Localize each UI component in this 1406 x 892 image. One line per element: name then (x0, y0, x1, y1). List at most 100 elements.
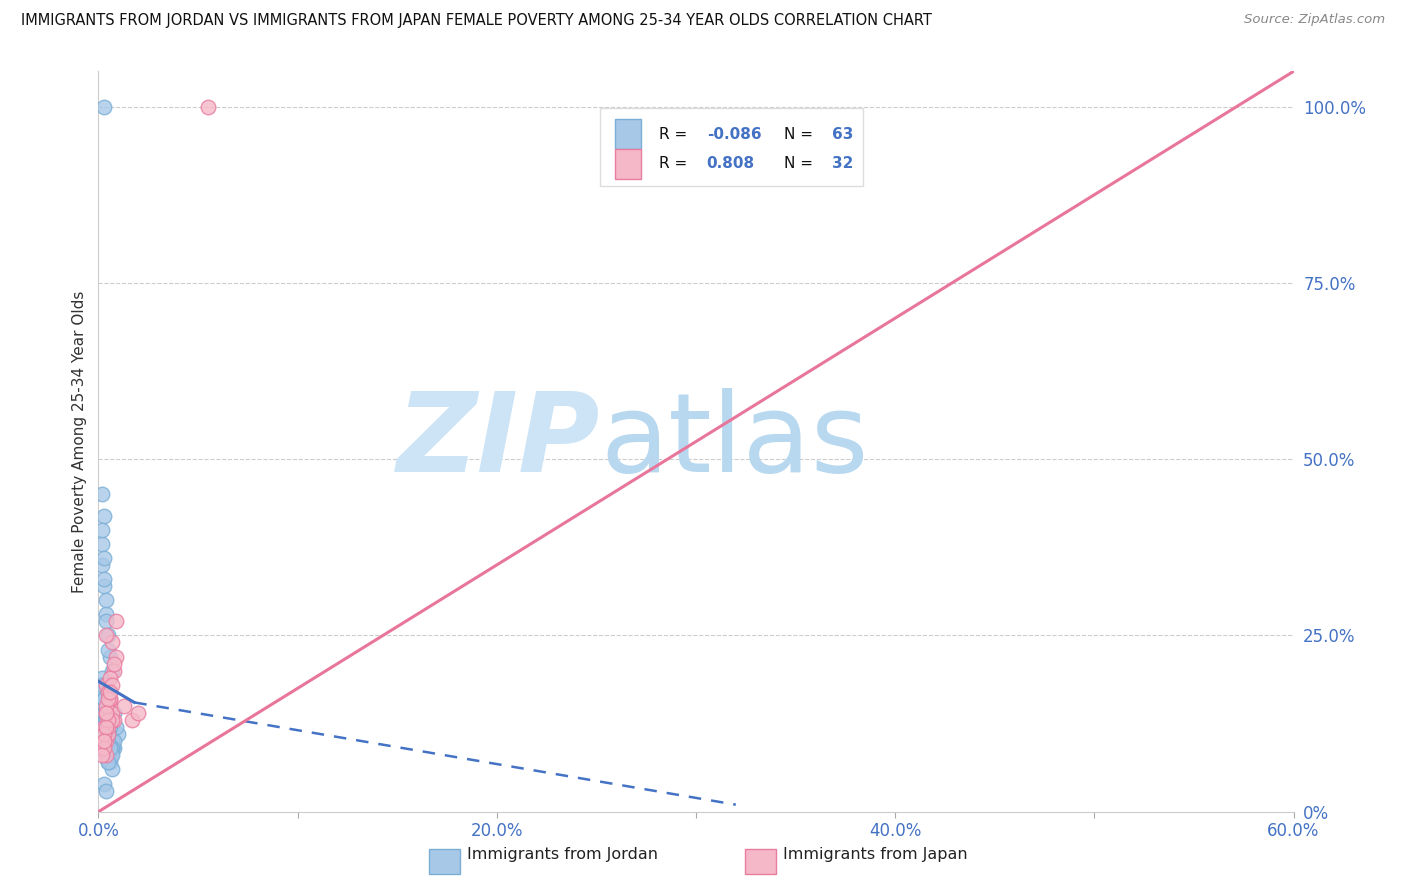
Point (98, 748, 122, 763)
Text: -0.086: -0.086 (707, 127, 762, 142)
Text: Source: ZipAtlas.com: Source: ZipAtlas.com (1244, 13, 1385, 27)
Point (96, 734, 118, 748)
Point (97, 713, 120, 727)
Point (127, 706, 149, 720)
Point (101, 713, 124, 727)
Point (91, 537, 114, 551)
Point (97, 628, 120, 642)
Point (93, 692, 115, 706)
Point (107, 727, 129, 741)
Point (96, 706, 118, 720)
Point (91, 523, 114, 537)
Point (101, 741, 124, 756)
Bar (614, 120, 641, 149)
Point (93, 720, 115, 734)
Point (97, 734, 120, 748)
Point (101, 678, 124, 692)
Point (197, 100, 219, 114)
Point (93, 734, 115, 748)
Point (91, 748, 114, 763)
Text: N =: N = (785, 127, 818, 142)
Point (98, 713, 122, 727)
Point (96, 720, 118, 734)
Point (101, 741, 124, 756)
Point (105, 720, 128, 734)
Point (97, 727, 120, 741)
Point (93, 706, 115, 720)
Point (98, 671, 122, 685)
Point (96, 720, 118, 734)
Point (93, 692, 115, 706)
Point (91, 671, 114, 685)
Point (91, 558, 114, 572)
Point (98, 698, 122, 713)
Text: R =: R = (659, 156, 692, 171)
Point (91, 698, 114, 713)
Point (96, 727, 118, 741)
Point (103, 734, 125, 748)
Point (91, 487, 114, 501)
Point (91, 678, 114, 692)
Point (97, 685, 120, 699)
Point (105, 615, 128, 629)
Point (98, 720, 122, 734)
Text: 63: 63 (832, 127, 853, 142)
Point (96, 748, 118, 763)
Point (97, 727, 120, 741)
Point (96, 713, 118, 727)
Point (93, 741, 115, 756)
Point (105, 649, 128, 664)
Point (98, 741, 122, 756)
Point (96, 698, 118, 713)
Text: 32: 32 (832, 156, 853, 171)
Point (96, 628, 118, 642)
Text: atlas: atlas (600, 388, 869, 495)
Point (93, 550, 115, 565)
Point (101, 664, 124, 678)
Point (97, 720, 120, 734)
Point (97, 713, 120, 727)
Point (103, 657, 125, 671)
Point (96, 713, 118, 727)
Point (96, 734, 118, 748)
Point (101, 741, 124, 756)
Point (97, 756, 120, 770)
Point (101, 763, 124, 777)
Point (96, 615, 118, 629)
Text: N =: N = (785, 156, 818, 171)
Point (93, 572, 115, 586)
Point (96, 734, 118, 748)
Point (93, 508, 115, 523)
Point (103, 664, 125, 678)
Point (101, 748, 124, 763)
Point (93, 727, 115, 741)
Point (96, 607, 118, 622)
Point (96, 783, 118, 797)
Text: IMMIGRANTS FROM JORDAN VS IMMIGRANTS FROM JAPAN FEMALE POVERTY AMONG 25-34 YEAR : IMMIGRANTS FROM JORDAN VS IMMIGRANTS FRO… (21, 13, 932, 29)
Point (98, 748, 122, 763)
Point (93, 727, 115, 741)
Point (103, 713, 125, 727)
Point (98, 756, 122, 770)
Point (96, 720, 118, 734)
Text: Immigrants from Jordan: Immigrants from Jordan (467, 847, 658, 862)
Y-axis label: Female Poverty Among 25-34 Year Olds: Female Poverty Among 25-34 Year Olds (72, 291, 87, 592)
Point (93, 776, 115, 790)
Point (96, 720, 118, 734)
Point (93, 698, 115, 713)
Point (97, 727, 120, 741)
Point (97, 756, 120, 770)
Point (96, 713, 118, 727)
Point (101, 706, 124, 720)
Point (103, 741, 125, 756)
Point (98, 649, 122, 664)
Text: 0.808: 0.808 (707, 156, 755, 171)
Point (97, 748, 120, 763)
Point (91, 685, 114, 699)
Point (101, 734, 124, 748)
Point (96, 713, 118, 727)
Text: Immigrants from Japan: Immigrants from Japan (783, 847, 967, 862)
Point (96, 706, 118, 720)
Point (112, 698, 135, 713)
Point (97, 642, 120, 657)
